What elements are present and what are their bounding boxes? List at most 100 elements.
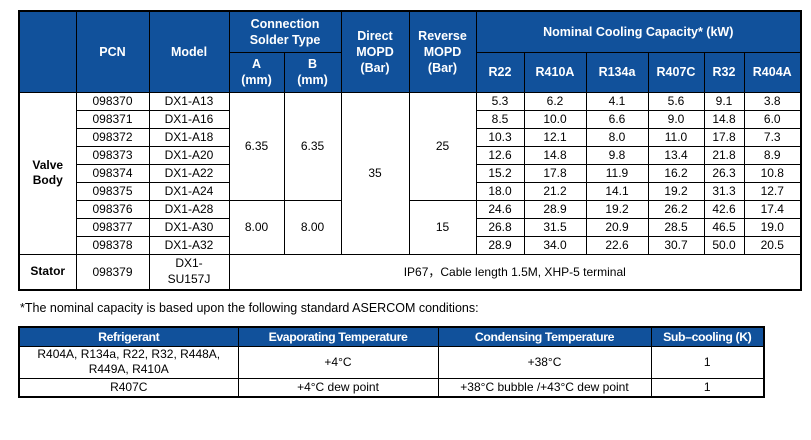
solder-b-header: B (mm): [283, 51, 342, 93]
stator-info-cell: IP67，Cable length 1.5M, XHP-5 terminal: [228, 253, 802, 291]
cooling-capacity-header: Nominal Cooling Capacity* (kW): [475, 10, 802, 53]
table-row: 098372 DX1-A18 10.3 12.1 8.0 11.0 17.8 7…: [19, 127, 802, 147]
reverse-mopd-value: 15: [408, 199, 477, 255]
model-cell: DX1-A22: [148, 163, 230, 183]
capacity-cell: 10.8: [743, 163, 802, 183]
model-header: Model: [148, 10, 230, 93]
capacity-cell: 19.0: [743, 217, 802, 237]
solder-b-line: B: [307, 57, 318, 71]
pcn-cell: 098376: [75, 199, 150, 219]
pcn-cell: 098373: [75, 145, 150, 165]
capacity-cell: 17.8: [703, 127, 745, 147]
condensing-temp-cell: +38°C bubble /+43°C dew point: [437, 377, 652, 398]
capacity-cell: 10.0: [523, 109, 587, 129]
capacity-cell: 4.1: [585, 91, 649, 111]
spec-table: PCN Model Connection Solder Type Direct …: [18, 10, 802, 291]
capacity-cell: 20.5: [743, 235, 802, 255]
subcooling-cell: 1: [650, 345, 765, 379]
capacity-cell: 14.8: [523, 145, 587, 165]
model-cell: DX1-A18: [148, 127, 230, 147]
refrigerant-header: Refrigerant: [18, 326, 239, 347]
capacity-cell: 42.6: [703, 199, 745, 219]
model-cell: DX1-A30: [148, 217, 230, 237]
capacity-cell: 9.8: [585, 145, 649, 165]
table-row: 098374 DX1-A22 15.2 17.8 11.9 16.2 26.3 …: [19, 163, 802, 183]
model-cell: DX1-A16: [148, 109, 230, 129]
conditions-table: Refrigerant Evaporating Temperature Cond…: [18, 326, 765, 398]
corner-blank-header: [18, 10, 77, 93]
connection-line: Connection: [250, 16, 320, 31]
evaporating-temp-header: Evaporating Temperature: [237, 326, 439, 347]
capacity-cell: 9.1: [703, 91, 745, 111]
table-row: 098378 DX1-A32 28.9 34.0 22.6 30.7 50.0 …: [19, 235, 802, 255]
capacity-cell: 26.8: [475, 217, 525, 237]
subcooling-cell: 1: [650, 377, 765, 398]
capacity-cell: 22.6: [585, 235, 649, 255]
capacity-cell: 28.5: [647, 217, 705, 237]
subcooling-header: Sub–cooling (K): [650, 326, 765, 347]
solder-b-value: 8.00: [283, 199, 342, 255]
reverse-mopd-header: Reverse MOPD (Bar): [408, 10, 477, 93]
evaporating-temp-cell: +4°C: [237, 345, 439, 379]
pcn-cell: 098372: [75, 127, 150, 147]
refrigerant-col-header: R22: [475, 51, 525, 93]
capacity-note: *The nominal capacity is based upon the …: [20, 301, 479, 315]
spec-header-row-2: A (mm) B (mm) R22 R410A R134a R407C R32 …: [19, 51, 802, 93]
capacity-cell: 9.0: [647, 109, 705, 129]
table-row: R407C +4°C dew point +38°C bubble /+43°C…: [18, 377, 765, 398]
capacity-cell: 19.2: [585, 199, 649, 219]
table-row: Stator 098379 DX1-SU157J IP67，Cable leng…: [18, 253, 802, 291]
refrigerant-col-header: R134a: [585, 51, 649, 93]
model-cell: DX1-A24: [148, 181, 230, 201]
evaporating-temp-cell: +4°C dew point: [237, 377, 439, 398]
capacity-cell: 34.0: [523, 235, 587, 255]
capacity-cell: 11.0: [647, 127, 705, 147]
model-cell: DX1-A28: [148, 199, 230, 219]
spec-header-row-1: PCN Model Connection Solder Type Direct …: [18, 10, 802, 93]
capacity-cell: 26.2: [647, 199, 705, 219]
capacity-cell: 14.1: [585, 181, 649, 201]
direct-mopd-header: Direct MOPD (Bar): [340, 10, 410, 93]
table-row: 098376 DX1-A28 8.00 8.00 15 24.6 28.9 19…: [19, 199, 802, 255]
component-group-label: Valve Body: [18, 91, 77, 255]
conditions-header-row: Refrigerant Evaporating Temperature Cond…: [18, 326, 765, 347]
capacity-cell: 28.9: [523, 199, 587, 219]
direct-mopd-line: Direct: [357, 28, 393, 43]
refrigerant-col-header: R32: [703, 51, 745, 93]
capacity-cell: 12.7: [743, 181, 802, 201]
pcn-cell: 098370: [75, 91, 150, 111]
refrigerant-cell: R404A, R134a, R22, R32, R448A, R449A, R4…: [18, 345, 239, 379]
capacity-cell: 50.0: [703, 235, 745, 255]
capacity-cell: 13.4: [647, 145, 705, 165]
solder-a-value: 6.35: [228, 91, 285, 201]
model-cell: DX1-A13: [148, 91, 230, 111]
refrigerant-col-header: R404A: [743, 51, 802, 93]
table-row: 098377 DX1-A30 26.8 31.5 20.9 28.5 46.5 …: [19, 217, 802, 237]
model-cell: DX1-A20: [148, 145, 230, 165]
pcn-cell: 098371: [75, 109, 150, 129]
solder-a-line: A: [251, 57, 262, 71]
model-cell: DX1-A32: [148, 235, 230, 255]
capacity-cell: 21.2: [523, 181, 587, 201]
capacity-cell: 12.1: [523, 127, 587, 147]
capacity-cell: 46.5: [703, 217, 745, 237]
condensing-temp-cell: +38°C: [437, 345, 652, 379]
capacity-cell: 26.3: [703, 163, 745, 183]
table-row: 098373 DX1-A20 12.6 14.8 9.8 13.4 21.8 8…: [19, 145, 802, 165]
capacity-cell: 31.5: [523, 217, 587, 237]
capacity-cell: 31.3: [703, 181, 745, 201]
capacity-cell: 8.0: [585, 127, 649, 147]
pcn-cell: 098377: [75, 217, 150, 237]
pcn-header: PCN: [75, 10, 150, 93]
reverse-mopd-line: (Bar): [427, 60, 458, 75]
capacity-cell: 7.3: [743, 127, 802, 147]
capacity-cell: 11.9: [585, 163, 649, 183]
reverse-mopd-value: 25: [408, 91, 477, 201]
connection-line: Solder Type: [249, 32, 321, 47]
capacity-cell: 5.3: [475, 91, 525, 111]
pcn-cell: 098379: [75, 253, 150, 291]
capacity-cell: 17.8: [523, 163, 587, 183]
direct-mopd-line: (Bar): [360, 60, 390, 75]
reverse-mopd-line: MOPD: [423, 44, 462, 59]
solder-a-header: A (mm): [228, 51, 285, 93]
